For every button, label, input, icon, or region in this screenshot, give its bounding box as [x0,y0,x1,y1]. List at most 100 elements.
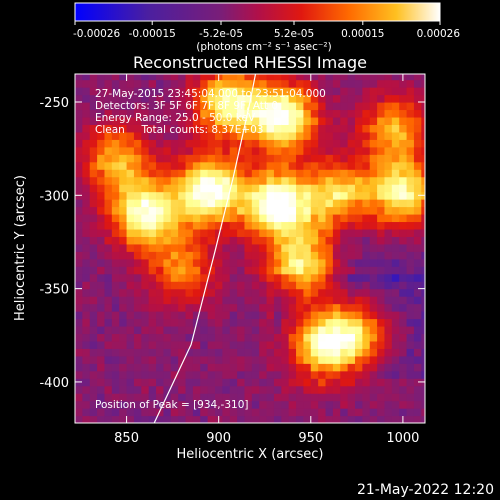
heatmap-cell [97,370,106,379]
heatmap-cell [126,213,135,223]
heatmap-cell [281,363,290,372]
heatmap-cell [75,363,83,372]
heatmap-cell [133,161,142,170]
heatmap-cell [325,318,334,327]
heatmap-cell [126,228,135,237]
heatmap-cell [421,340,425,349]
heatmap-cell [163,363,172,372]
heatmap-cell [281,94,290,103]
heatmap-cell [111,355,120,364]
heatmap-cell [413,109,422,118]
heatmap-cell [185,340,194,349]
heatmap-cell [178,221,187,230]
heatmap-cell [296,415,305,423]
heatmap-cell [229,101,238,111]
heatmap-cell [399,206,408,215]
heatmap-cell [222,139,231,148]
heatmap-cell [325,87,334,96]
heatmap-cell [170,101,179,111]
heatmap-cell [156,281,165,290]
heatmap-cell [237,251,246,260]
heatmap-cell [178,296,187,305]
heatmap-cell [215,109,223,118]
heatmap-cell [163,199,172,208]
heatmap-cell [126,258,135,267]
heatmap-cell [119,191,128,200]
heatmap-cell [244,273,253,282]
heatmap-cell [163,116,172,125]
heatmap-cell [244,206,253,215]
heatmap-cell [244,124,253,133]
heatmap-cell [377,184,386,193]
heatmap-cell [391,378,400,387]
heatmap-cell [237,221,246,230]
heatmap-cell [237,161,246,170]
heatmap-cell [126,79,135,88]
heatmap-cell [170,109,179,118]
heatmap-cell [288,236,297,245]
heatmap-cell [237,333,246,342]
heatmap-cell [347,296,356,305]
heatmap-cell [303,116,312,125]
heatmap-cell [406,281,415,290]
heatmap-cell [237,363,246,372]
heatmap-cell [406,139,415,148]
heatmap-cell [215,318,223,327]
heatmap-cell [281,116,290,125]
heatmap-cell [377,415,386,423]
heatmap-cell [332,161,341,170]
heatmap-cell [310,311,319,320]
heatmap-cell [215,370,223,379]
heatmap-cell [413,131,422,140]
heatmap-cell [126,139,135,148]
heatmap-cell [355,333,363,342]
heatmap-cell [156,251,165,260]
heatmap-cell [237,228,246,237]
heatmap-cell [421,273,425,282]
heatmap-cell [229,385,238,394]
heatmap-cell [303,288,312,297]
heatmap-cell [97,184,106,193]
heatmap-cell [399,408,408,417]
heatmap-cell [310,101,319,111]
heatmap-cell [318,236,327,245]
heatmap-cell [97,154,106,163]
heatmap-cell [222,393,231,402]
heatmap-cell [104,400,113,409]
heatmap-cell [111,176,120,185]
heatmap-cell [355,199,363,208]
heatmap-cell [384,154,393,163]
heatmap-cell [192,213,201,223]
heatmap-cell [170,378,179,387]
heatmap-cell [148,74,157,81]
heatmap-cell [251,258,260,267]
heatmap-cell [178,393,187,402]
heatmap-cell [413,161,422,170]
heatmap-cell [266,146,275,155]
heatmap-cell [185,79,194,88]
heatmap-cell [406,311,415,320]
heatmap-cell [355,213,363,223]
heatmap-cell [251,273,260,282]
heatmap-cell [200,273,209,282]
heatmap-cell [192,79,201,88]
heatmap-cell [421,348,425,357]
heatmap-cell [141,408,150,417]
heatmap-cell [355,243,363,252]
heatmap-cell [296,393,305,402]
heatmap-cell [273,393,282,402]
heatmap-cell [207,131,216,140]
heatmap-cell [97,400,106,409]
heatmap-cell [310,146,319,155]
heatmap-cell [355,266,363,275]
heatmap-cell [97,243,106,252]
heatmap-cell [207,333,216,342]
heatmap-cell [318,393,327,402]
heatmap-cell [133,228,142,237]
heatmap-cell [340,213,349,223]
heatmap-cell [406,206,415,215]
heatmap-cell [413,139,422,148]
heatmap-cell [369,161,378,170]
heatmap-cell [111,348,120,357]
heatmap-cell [156,243,165,252]
